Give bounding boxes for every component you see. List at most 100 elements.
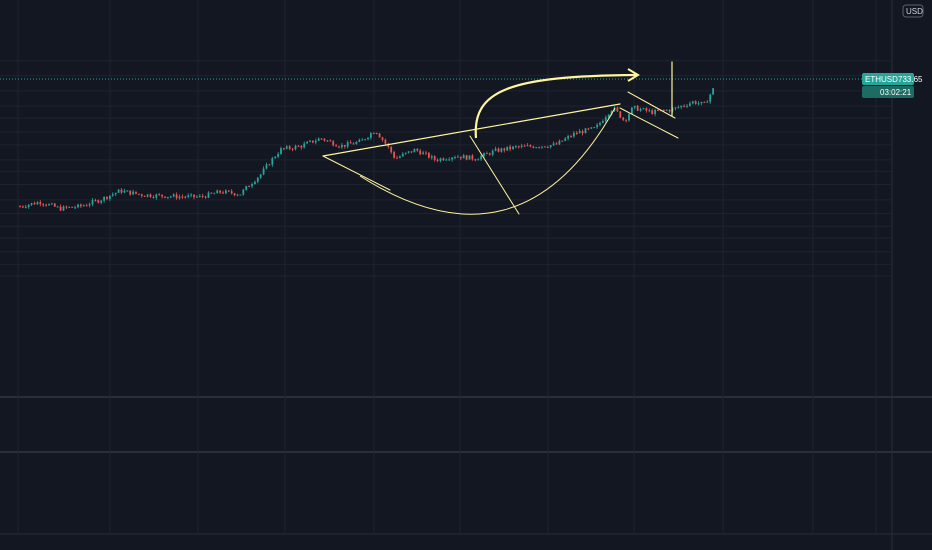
candle	[320, 138, 323, 140]
candle-body	[149, 194, 152, 197]
candle	[82, 204, 85, 207]
candle-body	[500, 148, 503, 152]
candle	[187, 193, 190, 199]
candle	[457, 154, 459, 158]
arrow-head	[627, 68, 640, 82]
candle	[346, 140, 349, 149]
candle-body	[343, 145, 346, 147]
candle-body	[370, 133, 372, 138]
candle-body	[204, 196, 207, 198]
candle-body	[285, 146, 288, 149]
candle-body	[30, 203, 33, 205]
candle-body	[390, 146, 393, 153]
candle-body	[111, 194, 114, 196]
candle	[454, 155, 456, 160]
candle-body	[181, 196, 184, 198]
candle-body	[480, 155, 482, 160]
candle	[648, 108, 651, 113]
candle	[294, 144, 297, 151]
candle-body	[265, 164, 268, 169]
candle	[100, 199, 103, 205]
candle-body	[393, 152, 395, 158]
candle	[349, 140, 352, 144]
candle-body	[578, 131, 581, 134]
candle	[393, 150, 395, 159]
candle-body	[109, 195, 111, 199]
candle	[138, 193, 140, 196]
candle	[106, 196, 108, 201]
candle-body	[497, 148, 500, 152]
candle	[619, 111, 622, 119]
candle-body	[297, 145, 300, 147]
candle-body	[329, 140, 332, 142]
candle-body	[280, 148, 282, 155]
candle-body	[494, 148, 497, 151]
candle	[401, 152, 404, 157]
candle	[326, 139, 329, 142]
candle-body	[283, 148, 285, 150]
candle	[140, 193, 143, 198]
candle-body	[372, 133, 375, 135]
candle-body	[268, 164, 271, 166]
candle-body	[216, 190, 219, 194]
candle	[683, 104, 685, 108]
candle	[280, 146, 282, 155]
candle	[631, 107, 633, 115]
candle-body	[262, 168, 265, 175]
candle	[317, 137, 320, 141]
candle-body	[94, 200, 97, 202]
candle	[674, 107, 677, 111]
candle	[213, 192, 216, 195]
candle-body	[607, 114, 610, 118]
candle	[573, 130, 575, 139]
candle	[544, 146, 546, 148]
candle-body	[639, 109, 642, 111]
candle	[297, 144, 300, 147]
candle	[552, 141, 555, 147]
candle	[274, 155, 277, 159]
candle	[494, 146, 497, 152]
candle-body	[451, 157, 453, 160]
candle	[103, 196, 105, 203]
candle	[477, 158, 480, 161]
candle-body	[628, 114, 630, 121]
candle	[532, 145, 535, 149]
candle	[129, 190, 132, 196]
candle	[85, 203, 88, 207]
candle-body	[686, 105, 688, 107]
candle	[654, 108, 656, 117]
candle	[97, 199, 100, 204]
candle	[19, 205, 21, 208]
candle	[419, 148, 422, 156]
candle	[416, 147, 419, 152]
candle	[390, 146, 393, 154]
candle-body	[68, 206, 71, 208]
candle-body	[407, 151, 410, 153]
candle	[697, 101, 700, 106]
candle	[259, 173, 262, 180]
candle	[161, 194, 163, 199]
candle-body	[564, 138, 567, 141]
candle-body	[689, 103, 691, 106]
candle-body	[662, 109, 665, 111]
countdown-label: 03:02:21	[880, 88, 912, 97]
candle	[204, 195, 207, 199]
candle-body	[657, 110, 659, 112]
candle-body	[581, 131, 584, 134]
candle	[602, 119, 604, 124]
candle-body	[361, 139, 364, 141]
candle	[480, 154, 482, 161]
candle-body	[454, 157, 456, 159]
candle-body	[85, 205, 88, 207]
candle-body	[317, 138, 320, 141]
candle	[248, 185, 250, 188]
candle	[123, 188, 126, 194]
candle-body	[88, 204, 91, 206]
currency-badge[interactable]: USD	[902, 4, 924, 18]
candle-body	[471, 155, 474, 160]
candle-body	[683, 105, 685, 107]
candle	[149, 193, 152, 198]
candle	[277, 151, 279, 159]
